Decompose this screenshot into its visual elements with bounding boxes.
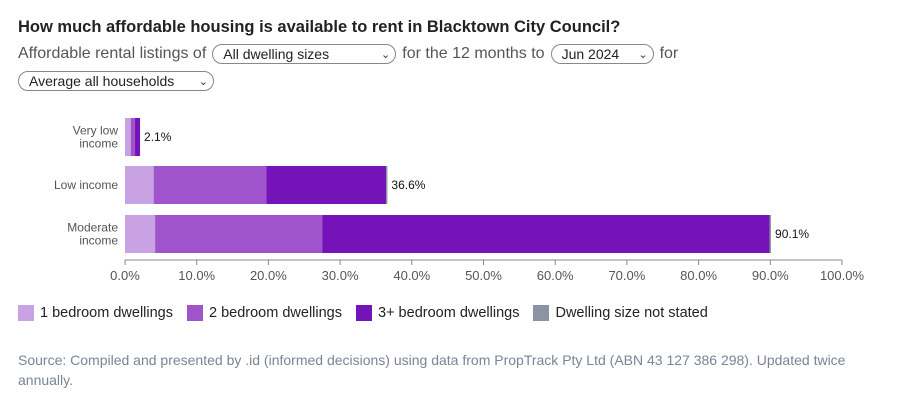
chart-legend: 1 bedroom dwellings 2 bedroom dwellings 3+… [18, 305, 722, 321]
bar-segment[interactable] [125, 166, 154, 204]
x-tick-label: 100.0% [820, 268, 865, 283]
subtitle-middle: for the 12 months to [402, 45, 545, 62]
household-select-value: Average all households [29, 73, 175, 89]
x-tick-label: 70.0% [608, 268, 645, 283]
source-note: Source: Compiled and presented by .id (i… [18, 352, 846, 388]
bar-segment[interactable] [125, 215, 156, 253]
x-tick-label: 90.0% [752, 268, 789, 283]
chevron-down-icon: ⌄ [198, 75, 208, 88]
bar-segment[interactable] [130, 118, 136, 156]
subtitle-row-2: Average all households ⌄ [18, 71, 220, 91]
bar-segment[interactable] [125, 118, 131, 156]
legend-swatch [18, 305, 34, 321]
category-label: income [79, 137, 118, 151]
legend-label: 3+ bedroom dwellings [378, 305, 520, 321]
x-tick-label: 20.0% [250, 268, 287, 283]
total-label: 2.1% [144, 130, 172, 144]
subtitle-suffix: for [659, 45, 679, 62]
total-label: 36.6% [391, 178, 425, 192]
period-select-value: Jun 2024 [561, 46, 620, 62]
legend-label: 1 bedroom dwellings [40, 305, 173, 321]
legend-item[interactable]: 1 bedroom dwellings [18, 305, 173, 321]
x-tick-label: 80.0% [680, 268, 717, 283]
bar-segment[interactable] [153, 166, 267, 204]
chevron-down-icon: ⌄ [381, 48, 391, 61]
x-tick-label: 60.0% [537, 268, 574, 283]
period-select[interactable]: Jun 2024 ⌄ [550, 44, 654, 64]
category-label: income [79, 234, 118, 248]
total-label: 90.1% [775, 227, 809, 241]
legend-item[interactable]: Dwelling size not stated [533, 305, 708, 321]
chevron-down-icon: ⌄ [638, 48, 648, 61]
legend-item[interactable]: 3+ bedroom dwellings [356, 305, 519, 321]
subtitle-row: Affordable rental listings of All dwelli… [18, 44, 678, 64]
chart-title: How much affordable housing is available… [18, 18, 621, 36]
category-label: Low income [54, 178, 118, 192]
bar-segment[interactable] [769, 215, 772, 253]
legend-item[interactable]: 2 bedroom dwellings [187, 305, 342, 321]
x-tick-label: 10.0% [178, 268, 215, 283]
x-tick-label: 50.0% [465, 268, 502, 283]
legend-label: 2 bedroom dwellings [209, 305, 342, 321]
legend-label: Dwelling size not stated [555, 305, 708, 321]
bar-segment[interactable] [155, 215, 323, 253]
legend-swatch [187, 305, 203, 321]
x-tick-label: 0.0% [110, 268, 140, 283]
dwelling-size-select[interactable]: All dwelling sizes ⌄ [212, 44, 397, 64]
category-label: Very low [73, 124, 119, 138]
household-select[interactable]: Average all households ⌄ [18, 71, 214, 91]
bar-segment[interactable] [266, 166, 386, 204]
x-tick-label: 40.0% [393, 268, 430, 283]
legend-swatch [356, 305, 372, 321]
legend-swatch [533, 305, 550, 321]
category-label: Moderate [67, 221, 118, 235]
subtitle-prefix: Affordable rental listings of [18, 45, 207, 62]
bar-segment[interactable] [135, 118, 141, 156]
x-tick-label: 30.0% [322, 268, 359, 283]
bar-segment[interactable] [385, 166, 388, 204]
dwelling-size-select-value: All dwelling sizes [223, 46, 330, 62]
bar-segment[interactable] [322, 215, 770, 253]
